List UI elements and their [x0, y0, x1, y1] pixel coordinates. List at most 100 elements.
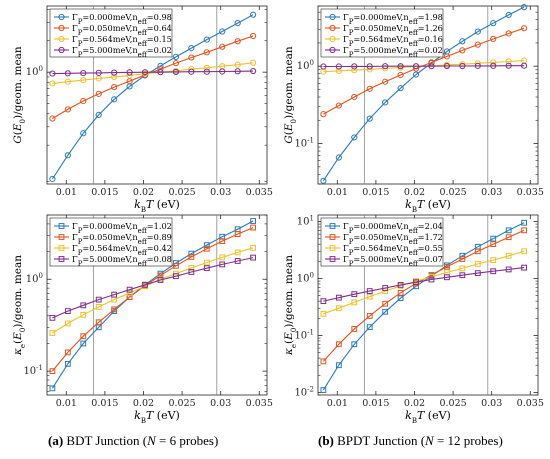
data-point: [203, 242, 210, 249]
data-point: [366, 115, 373, 122]
data-point: [351, 291, 358, 298]
legend-marker: [329, 223, 336, 229]
legend-marker: [329, 13, 336, 21]
data-point: [490, 59, 497, 66]
x-tick-label: 0.02: [133, 187, 154, 198]
data-point: [49, 368, 56, 375]
data-point: [141, 69, 149, 76]
data-point: [219, 68, 226, 75]
legend-marker: [58, 245, 65, 251]
legend-marker: [58, 223, 65, 229]
data-point: [335, 102, 342, 109]
data-point: [80, 76, 87, 84]
x-tick-label: 0.015: [362, 187, 389, 198]
data-point: [459, 61, 466, 68]
data-point: [111, 96, 118, 103]
x-tick-label: 0.02: [404, 398, 425, 409]
legend-marker: [58, 35, 65, 43]
data-point: [382, 285, 389, 291]
data-point: [234, 249, 241, 256]
y-tick-label: 10-1: [23, 364, 43, 377]
caption-a: (a) BDT Junction (N = 6 probes): [48, 433, 219, 448]
legend-box: [49, 8, 173, 58]
x-axis-label: kBT (eV): [134, 409, 180, 425]
data-point: [188, 269, 195, 275]
data-point: [366, 313, 373, 319]
legend-entry-label: ΓP=0.000meV,neff=1.02: [72, 221, 172, 235]
data-point: [173, 262, 179, 269]
legend-entry-label: ΓP=0.000meV,neff=0.98: [72, 12, 172, 26]
data-point: [490, 235, 497, 242]
data-point: [505, 234, 512, 241]
y-tick-label: 10-1: [294, 137, 314, 150]
data-point: [64, 106, 71, 113]
series-0: [320, 4, 528, 184]
data-point: [250, 59, 257, 66]
data-point: [335, 305, 342, 312]
data-point: [459, 265, 466, 272]
data-point: [382, 308, 389, 315]
legend-marker: [58, 13, 65, 21]
data-point: [172, 53, 180, 61]
data-point: [203, 49, 210, 56]
data-point: [490, 241, 497, 248]
x-tick-label: 0.035: [517, 398, 544, 409]
panel-bottom-right: 10-2 10-1 100 101 0.01 0.015 0.02 0.025 0.03 0.03…: [283, 214, 544, 425]
data-point: [64, 308, 71, 315]
data-point: [80, 311, 87, 318]
data-point: [250, 254, 257, 261]
data-point: [505, 11, 512, 19]
data-point: [188, 68, 195, 75]
axes-frame: [317, 214, 539, 396]
data-point: [397, 85, 404, 92]
data-point: [521, 4, 528, 11]
data-point: [234, 258, 241, 264]
data-point: [234, 19, 241, 27]
data-point: [351, 326, 358, 332]
data-point: [351, 341, 358, 348]
x-tick-label: 0.025: [168, 187, 195, 198]
panel-top-left: 100 0.01 0.015 0.02 0.025 0.03 0.035 kBT (eV) G(…: [12, 5, 273, 214]
data-point: [505, 58, 512, 65]
data-point: [95, 319, 102, 326]
data-point: [126, 290, 133, 296]
data-point: [203, 68, 210, 75]
data-point: [351, 93, 358, 101]
data-point: [234, 38, 241, 45]
x-tick-label: 0.01: [327, 187, 348, 198]
data-point: [203, 64, 210, 71]
data-point: [126, 294, 133, 300]
data-point: [188, 250, 195, 257]
axes-frame: [46, 5, 268, 185]
panel-top-right: 10-1 100 0.01 0.015 0.02 0.025 0.03 0.035 kBT (e…: [283, 4, 544, 214]
data-point: [126, 78, 133, 85]
data-point: [521, 62, 528, 69]
x-tick-label: 0.03: [210, 398, 231, 409]
data-point: [351, 67, 358, 74]
x-axis-label: kBT (eV): [134, 198, 180, 214]
data-point: [126, 69, 133, 76]
caption-b: (b) BPDT Junction (N = 12 probes): [318, 433, 503, 448]
data-point: [234, 231, 241, 237]
data-point: [397, 289, 404, 296]
data-point: [111, 83, 118, 91]
data-point: [95, 304, 102, 310]
data-point: [64, 320, 71, 327]
data-point: [443, 53, 451, 60]
data-point: [320, 387, 327, 393]
x-tick-label: 0.035: [246, 398, 273, 409]
y-tick-label: 10-2: [294, 385, 314, 398]
x-tick-label: 0.03: [481, 398, 502, 409]
data-point: [382, 300, 389, 307]
data-point: [490, 20, 497, 27]
data-point: [49, 314, 56, 321]
y-axis-label: κe(E0)/geom. mean: [283, 255, 298, 356]
data-point: [459, 38, 466, 45]
legend-entry-label: ΓP=0.050meV,neff=0.64: [72, 23, 172, 37]
data-point: [382, 63, 389, 70]
data-point: [428, 59, 435, 66]
data-point: [505, 252, 512, 259]
data-point: [49, 70, 56, 77]
data-point: [80, 333, 87, 340]
data-point: [64, 78, 71, 85]
